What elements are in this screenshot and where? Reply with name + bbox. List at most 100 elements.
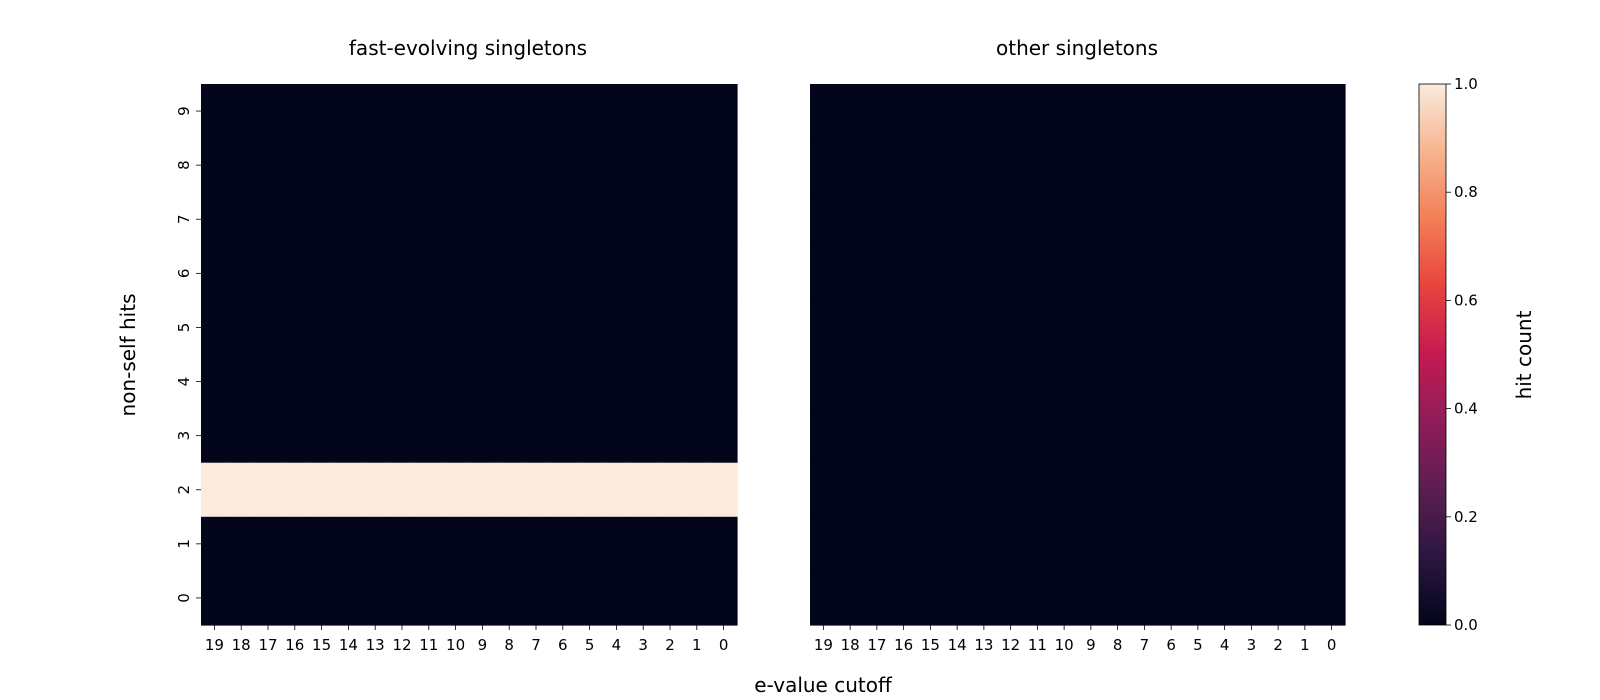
heatmap-cell bbox=[656, 516, 684, 572]
heatmap-cell bbox=[1318, 354, 1346, 410]
heatmap-cell bbox=[415, 408, 443, 464]
heatmap-cell bbox=[710, 408, 738, 464]
x-tick-label: 0 bbox=[719, 636, 729, 654]
heatmap-cell bbox=[1211, 192, 1239, 247]
colorbar-label: hit count bbox=[1512, 310, 1536, 399]
heatmap-cell bbox=[656, 570, 684, 626]
heatmap-cell bbox=[1238, 300, 1266, 356]
heatmap-cell bbox=[469, 516, 497, 572]
heatmap-cell bbox=[970, 516, 998, 572]
heatmap-cell bbox=[549, 138, 577, 193]
heatmap-cell bbox=[1157, 192, 1186, 247]
heatmap-cell bbox=[495, 138, 524, 193]
heatmap-cell bbox=[710, 84, 738, 139]
heatmap-cell bbox=[1291, 354, 1319, 410]
heatmap-cell bbox=[710, 570, 738, 626]
heatmap-cell bbox=[1318, 408, 1346, 464]
heatmap-cell bbox=[201, 462, 229, 518]
x-tick-label: 6 bbox=[1166, 636, 1176, 654]
heatmap-cell bbox=[308, 300, 336, 356]
heatmap-cell bbox=[810, 138, 838, 193]
heatmap-cell bbox=[201, 246, 229, 301]
heatmap-cell bbox=[836, 84, 865, 139]
heatmap-cell bbox=[1291, 246, 1319, 301]
heatmap-cell bbox=[442, 516, 470, 572]
heatmap-cell bbox=[469, 84, 497, 139]
heatmap-cell bbox=[997, 246, 1025, 301]
heatmap-cell bbox=[1318, 300, 1346, 356]
heatmap-cell bbox=[1291, 192, 1319, 247]
heatmap-cell bbox=[1238, 138, 1266, 193]
heatmap-panel-right: other singletons 19 18 17 16 15 14 13 12 11 10 9 8 7… bbox=[810, 36, 1346, 654]
heatmap-cell bbox=[890, 246, 918, 301]
heatmap-cell bbox=[415, 246, 443, 301]
heatmap-cell bbox=[917, 192, 945, 247]
heatmap-cell bbox=[361, 462, 390, 518]
x-tick-label: 5 bbox=[1193, 636, 1203, 654]
heatmap-cell bbox=[495, 84, 524, 139]
x-tick-label: 7 bbox=[531, 636, 541, 654]
heatmap-cell bbox=[469, 408, 497, 464]
heatmap-cell bbox=[1238, 516, 1266, 572]
x-tick-label: 3 bbox=[638, 636, 648, 654]
heatmap-cell bbox=[1211, 300, 1239, 356]
heatmap-cell bbox=[997, 300, 1025, 356]
heatmap-cell bbox=[495, 300, 524, 356]
heatmap-cell bbox=[917, 408, 945, 464]
y-ticks-left: 9 8 7 6 5 4 3 2 1 0 bbox=[175, 106, 201, 603]
heatmap-cell bbox=[1131, 300, 1159, 356]
heatmap-cell bbox=[522, 354, 550, 410]
colorbar-gradient bbox=[1418, 83, 1447, 626]
heatmap-cell bbox=[629, 300, 658, 356]
heatmap-cell bbox=[308, 408, 336, 464]
heatmap-cell bbox=[361, 354, 390, 410]
y-tick-label: 1 bbox=[175, 539, 193, 549]
colorbar: 0.0 0.2 0.4 0.6 0.8 1.0 hit count bbox=[1418, 75, 1536, 634]
heatmap-cell bbox=[549, 192, 577, 247]
heatmap-cell bbox=[254, 354, 282, 410]
heatmap-cell bbox=[442, 354, 470, 410]
heatmap-cell bbox=[227, 246, 256, 301]
heatmap-cell bbox=[495, 516, 524, 572]
heatmap-cell bbox=[1131, 246, 1159, 301]
heatmap-cell bbox=[415, 462, 443, 518]
heatmap-cell bbox=[997, 354, 1025, 410]
heatmap-cell bbox=[1211, 354, 1239, 410]
heatmap-cell bbox=[1131, 138, 1159, 193]
heatmap-cell bbox=[469, 462, 497, 518]
heatmap-cell bbox=[683, 570, 711, 626]
heatmap-cell bbox=[522, 570, 550, 626]
heatmap-cell bbox=[629, 408, 658, 464]
heatmap-cell bbox=[810, 570, 838, 626]
heatmap-cell bbox=[469, 570, 497, 626]
heatmap-cell bbox=[1238, 408, 1266, 464]
heatmap-cell bbox=[549, 246, 577, 301]
heatmap-cell bbox=[1050, 138, 1079, 193]
heatmap-cell bbox=[201, 408, 229, 464]
heatmap-cell bbox=[810, 192, 838, 247]
heatmap-cell bbox=[970, 354, 998, 410]
panel-title-left: fast-evolving singletons bbox=[349, 36, 587, 60]
heatmap-cell bbox=[656, 300, 684, 356]
heatmap-cell bbox=[890, 192, 918, 247]
heatmap-cell bbox=[863, 246, 891, 301]
heatmap-cell bbox=[970, 192, 998, 247]
x-tick-label: 8 bbox=[1113, 636, 1123, 654]
heatmap-cell bbox=[683, 462, 711, 518]
heatmap-cell bbox=[863, 570, 891, 626]
heatmap-cell bbox=[629, 462, 658, 518]
heatmap-cell bbox=[1024, 570, 1052, 626]
heatmap-cell bbox=[1050, 462, 1079, 518]
heatmap-cell bbox=[1024, 354, 1052, 410]
heatmap-cell bbox=[576, 300, 604, 356]
heatmap-cell bbox=[549, 84, 577, 139]
heatmap-cell bbox=[997, 462, 1025, 518]
heatmap-cell bbox=[1264, 570, 1293, 626]
x-tick-label: 14 bbox=[948, 636, 967, 654]
heatmap-cell bbox=[1077, 570, 1105, 626]
heatmap-cell bbox=[863, 138, 891, 193]
heatmap-cell bbox=[335, 138, 363, 193]
heatmap-cell bbox=[549, 300, 577, 356]
heatmap-cell bbox=[603, 354, 631, 410]
heatmap-cell bbox=[603, 84, 631, 139]
